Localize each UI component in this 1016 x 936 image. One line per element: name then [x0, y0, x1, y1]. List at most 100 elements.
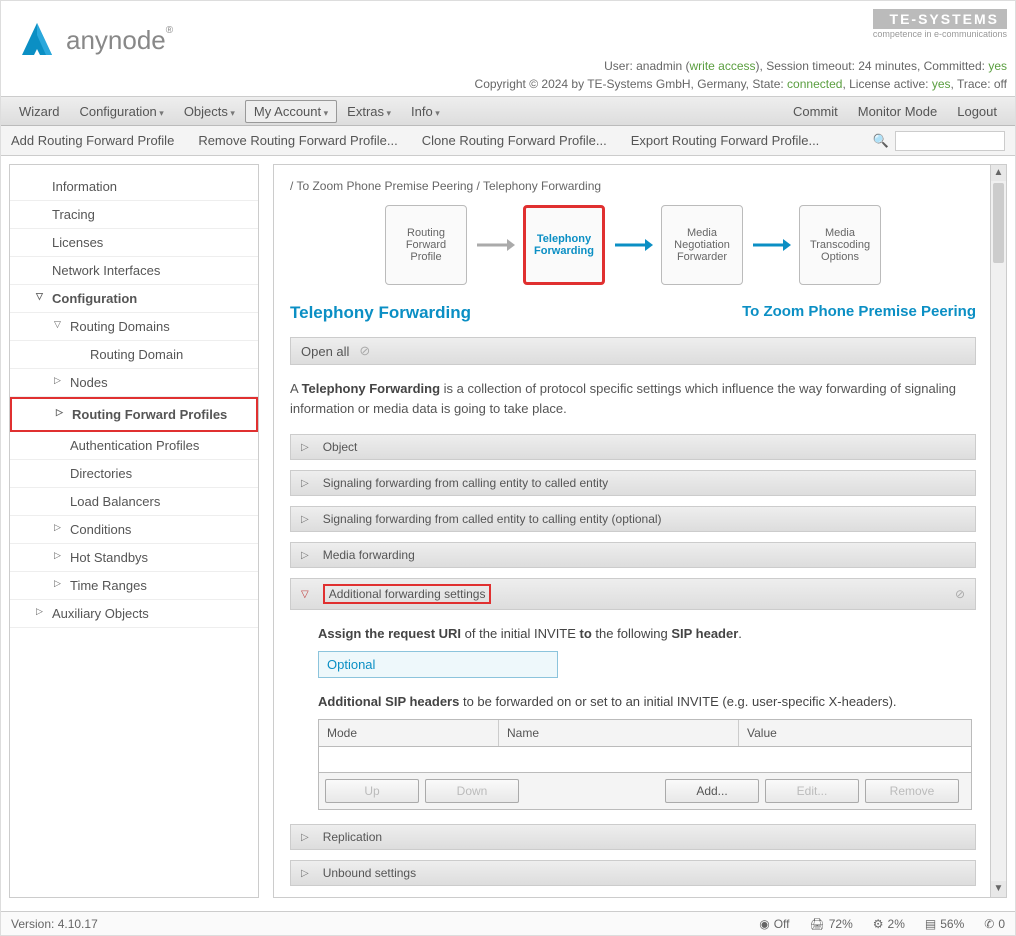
arrow-icon [475, 237, 515, 253]
search-icon[interactable]: 🔍 [873, 133, 889, 149]
page-title-row: Telephony Forwarding To Zoom Phone Premi… [290, 303, 976, 323]
brand-logo: anynode® [16, 19, 173, 61]
menu-commit[interactable]: Commit [783, 100, 848, 123]
scroll-up-icon[interactable]: ▲ [991, 165, 1006, 181]
chevron-right-icon: ▷ [301, 478, 309, 489]
te-systems-logo: TE-SYSTEMS competence in e-communication… [873, 9, 1007, 39]
chevron-right-icon: ▷ [56, 407, 63, 418]
flow-routing-forward-profile[interactable]: Routing Forward Profile [385, 205, 467, 285]
sidebar-item-load-balancers[interactable]: Load Balancers [10, 488, 258, 516]
version-label: Version: 4.10.17 [11, 917, 98, 931]
page-title: Telephony Forwarding [290, 303, 471, 323]
brand-text: anynode® [66, 25, 173, 56]
chevron-right-icon: ▷ [54, 578, 61, 589]
section-media-forwarding[interactable]: ▷Media forwarding [290, 542, 976, 568]
status-memory: ▤56% [925, 917, 964, 931]
anynode-logo-icon [16, 19, 58, 61]
sidebar-item-auxiliary-objects[interactable]: ▷Auxiliary Objects [10, 600, 258, 628]
up-button[interactable]: Up [325, 779, 419, 803]
chevron-down-icon: ▽ [54, 319, 61, 330]
breadcrumb[interactable]: / To Zoom Phone Premise Peering / Teleph… [290, 179, 976, 193]
tool-export-rfp[interactable]: Export Routing Forward Profile... [631, 133, 820, 148]
section-signaling-calling-to-called[interactable]: ▷Signaling forwarding from calling entit… [290, 470, 976, 496]
menu-logout[interactable]: Logout [947, 100, 1007, 123]
te-logo-box: TE-SYSTEMS [873, 9, 1007, 29]
sidebar-item-time-ranges[interactable]: ▷Time Ranges [10, 572, 258, 600]
memory-icon: ▤ [925, 917, 936, 931]
chevron-right-icon: ▷ [36, 606, 43, 617]
section-unbound-settings[interactable]: ▷Unbound settings [290, 860, 976, 886]
sidebar-item-routing-forward-profiles[interactable]: ▷Routing Forward Profiles [10, 397, 258, 432]
flow-media-negotiation-forwarder[interactable]: Media Negotiation Forwarder [661, 205, 743, 285]
header: anynode® TE-SYSTEMS competence in e-comm… [1, 1, 1015, 96]
sidebar-item-routing-domains[interactable]: ▽Routing Domains [10, 313, 258, 341]
menu-wizard[interactable]: Wizard [9, 100, 69, 123]
table-header: Mode Name Value [319, 720, 971, 747]
status-cpu: ⚙2% [873, 917, 905, 931]
additional-settings-content: Assign the request URI of the initial IN… [290, 620, 976, 824]
disabled-icon: ⊘ [955, 587, 965, 601]
toolbar: Add Routing Forward Profile Remove Routi… [1, 126, 1015, 156]
sidebar-item-authentication-profiles[interactable]: Authentication Profiles [10, 432, 258, 460]
sidebar-item-licenses[interactable]: Licenses [10, 229, 258, 257]
cpu-icon: ⚙ [873, 917, 884, 931]
arrow-icon [751, 237, 791, 253]
sip-header-select[interactable]: Optional [318, 651, 558, 678]
sidebar-item-conditions[interactable]: ▷Conditions [10, 516, 258, 544]
scrollbar[interactable]: ▲ ▼ [990, 165, 1006, 897]
flow-telephony-forwarding[interactable]: Telephony Forwarding [523, 205, 605, 285]
down-button[interactable]: Down [425, 779, 519, 803]
tool-clone-rfp[interactable]: Clone Routing Forward Profile... [422, 133, 607, 148]
col-mode: Mode [319, 720, 499, 746]
status-disk: 🖨72% [810, 917, 853, 931]
user-info-line: User: anadmin (write access), Session ti… [604, 59, 1007, 73]
description-text: A Telephony Forwarding is a collection o… [290, 379, 976, 418]
menu-objects[interactable]: Objects [174, 100, 245, 123]
col-value: Value [739, 720, 971, 746]
sidebar-item-information[interactable]: Information [10, 173, 258, 201]
arrow-icon [613, 237, 653, 253]
chevron-right-icon: ▷ [301, 442, 309, 453]
section-additional-forwarding-settings[interactable]: ▽ Additional forwarding settings ⊘ [290, 578, 976, 610]
menu-monitor-mode[interactable]: Monitor Mode [848, 100, 947, 123]
tool-add-rfp[interactable]: Add Routing Forward Profile [11, 133, 174, 148]
sidebar-item-directories[interactable]: Directories [10, 460, 258, 488]
sidebar-item-routing-domain[interactable]: Routing Domain [10, 341, 258, 369]
sidebar-item-configuration[interactable]: ▽Configuration [10, 285, 258, 313]
chevron-right-icon: ▷ [54, 375, 61, 386]
search-area: 🔍 [873, 131, 1005, 151]
chevron-right-icon: ▷ [54, 550, 61, 561]
sidebar: Information Tracing Licenses Network Int… [9, 164, 259, 898]
sidebar-item-hot-standbys[interactable]: ▷Hot Standbys [10, 544, 258, 572]
sip-headers-table: Mode Name Value Up Down Add... Edit... R… [318, 719, 972, 810]
add-button[interactable]: Add... [665, 779, 759, 803]
chevron-down-icon: ▽ [36, 291, 43, 302]
tool-remove-rfp[interactable]: Remove Routing Forward Profile... [198, 133, 397, 148]
search-input[interactable] [895, 131, 1005, 151]
flow-media-transcoding-options[interactable]: Media Transcoding Options [799, 205, 881, 285]
content-panel: / To Zoom Phone Premise Peering / Teleph… [273, 164, 1007, 898]
open-all-bar[interactable]: Open all⊘ [290, 337, 976, 365]
scroll-down-icon[interactable]: ▼ [991, 881, 1006, 897]
status-calls: ✆0 [984, 917, 1005, 931]
chevron-right-icon: ▷ [301, 550, 309, 561]
te-logo-sub: competence in e-communications [873, 29, 1007, 39]
scroll-thumb[interactable] [993, 183, 1004, 263]
menu-configuration[interactable]: Configuration [69, 100, 173, 123]
menu-my-account[interactable]: My Account [245, 100, 337, 123]
sidebar-item-nodes[interactable]: ▷Nodes [10, 369, 258, 397]
assign-uri-label: Assign the request URI of the initial IN… [318, 626, 972, 641]
sidebar-item-tracing[interactable]: Tracing [10, 201, 258, 229]
menu-extras[interactable]: Extras [337, 100, 401, 123]
menu-info[interactable]: Info [401, 100, 450, 123]
edit-button[interactable]: Edit... [765, 779, 859, 803]
section-signaling-called-to-calling[interactable]: ▷Signaling forwarding from called entity… [290, 506, 976, 532]
section-replication[interactable]: ▷Replication [290, 824, 976, 850]
copyright-line: Copyright © 2024 by TE-Systems GmbH, Ger… [475, 77, 1007, 91]
chevron-down-icon: ▽ [301, 589, 309, 600]
section-object[interactable]: ▷Object [290, 434, 976, 460]
sidebar-item-network-interfaces[interactable]: Network Interfaces [10, 257, 258, 285]
disabled-icon: ⊘ [359, 343, 370, 359]
remove-button[interactable]: Remove [865, 779, 959, 803]
menubar: Wizard Configuration Objects My Account … [1, 96, 1015, 126]
